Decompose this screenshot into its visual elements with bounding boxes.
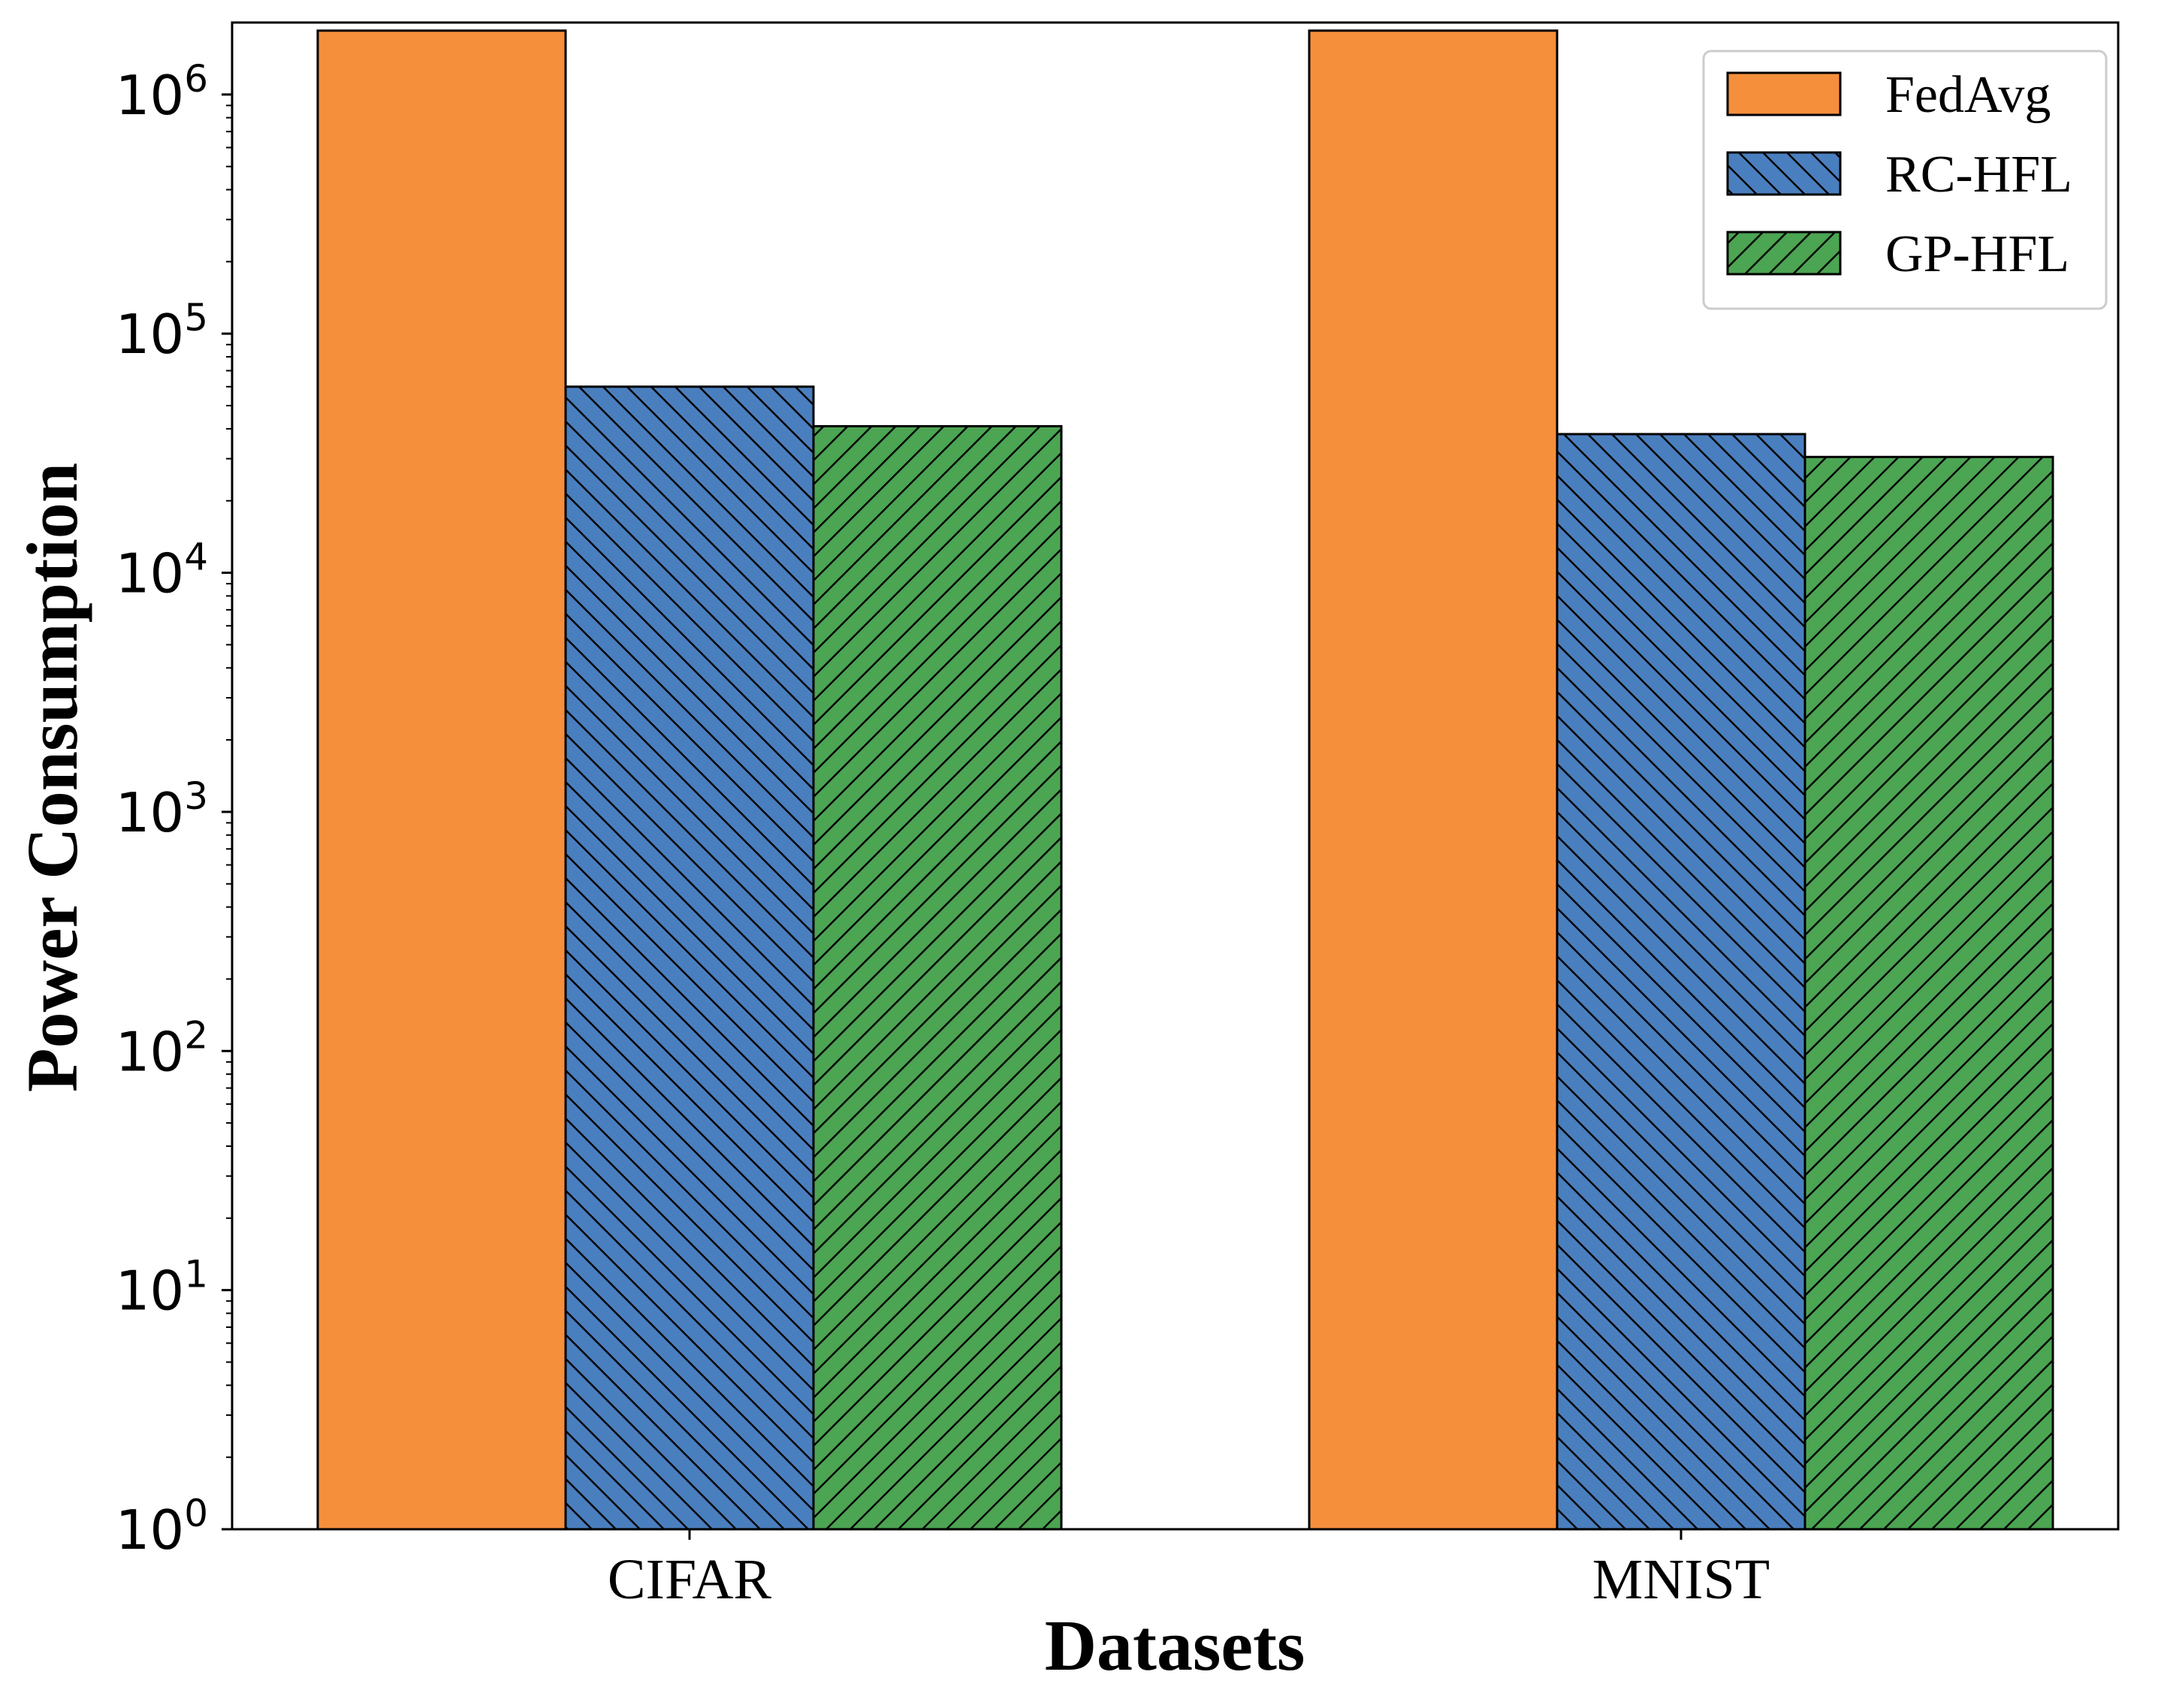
legend-label-rc-hfl: RC-HFL [1885, 146, 2072, 204]
bars-group [316, 29, 2054, 1531]
y-tick-label: 104 [116, 536, 208, 605]
x-tick-label: CIFAR [608, 1548, 772, 1611]
y-tick-label: 102 [116, 1013, 208, 1083]
legend-swatch-fedavg [1728, 73, 1840, 115]
y-tick-label: 105 [116, 296, 208, 366]
legend-label-gp-hfl: GP-HFL [1885, 225, 2069, 283]
plot-frame [231, 21, 2120, 1531]
bar-hatch [1557, 433, 1805, 1530]
bar-hatch [813, 426, 1061, 1529]
bar-hatch [1805, 457, 2053, 1529]
x-axis-label: Datasets [1045, 1605, 1305, 1685]
legend-swatch-hatch [1728, 232, 1840, 274]
y-tick-label: 100 [116, 1492, 208, 1562]
legend-swatch-outline [1726, 71, 1842, 116]
legend-label-fedavg: FedAvg [1885, 66, 2051, 124]
bar-hatch [566, 386, 813, 1529]
y-tick-label: 106 [116, 57, 208, 127]
bar-fedavg-mnist [1309, 30, 1557, 1529]
y-axis-label: Power Consumption [12, 463, 92, 1092]
x-tick-label: MNIST [1592, 1548, 1770, 1611]
legend-swatch-outline [1726, 151, 1842, 196]
legend: FedAvg RC-HFL GP-HFL [1702, 50, 2108, 310]
y-tick-label: 101 [116, 1253, 208, 1323]
bar-fedavg-cifar [318, 30, 566, 1529]
y-axis: 100 101 102 103 104 105 106 [116, 57, 232, 1562]
y-tick-label: 103 [116, 774, 208, 844]
legend-swatch-hatch [1728, 152, 1840, 195]
x-axis: CIFAR MNIST [608, 1529, 1770, 1611]
legend-swatch-outline [1726, 231, 1842, 276]
